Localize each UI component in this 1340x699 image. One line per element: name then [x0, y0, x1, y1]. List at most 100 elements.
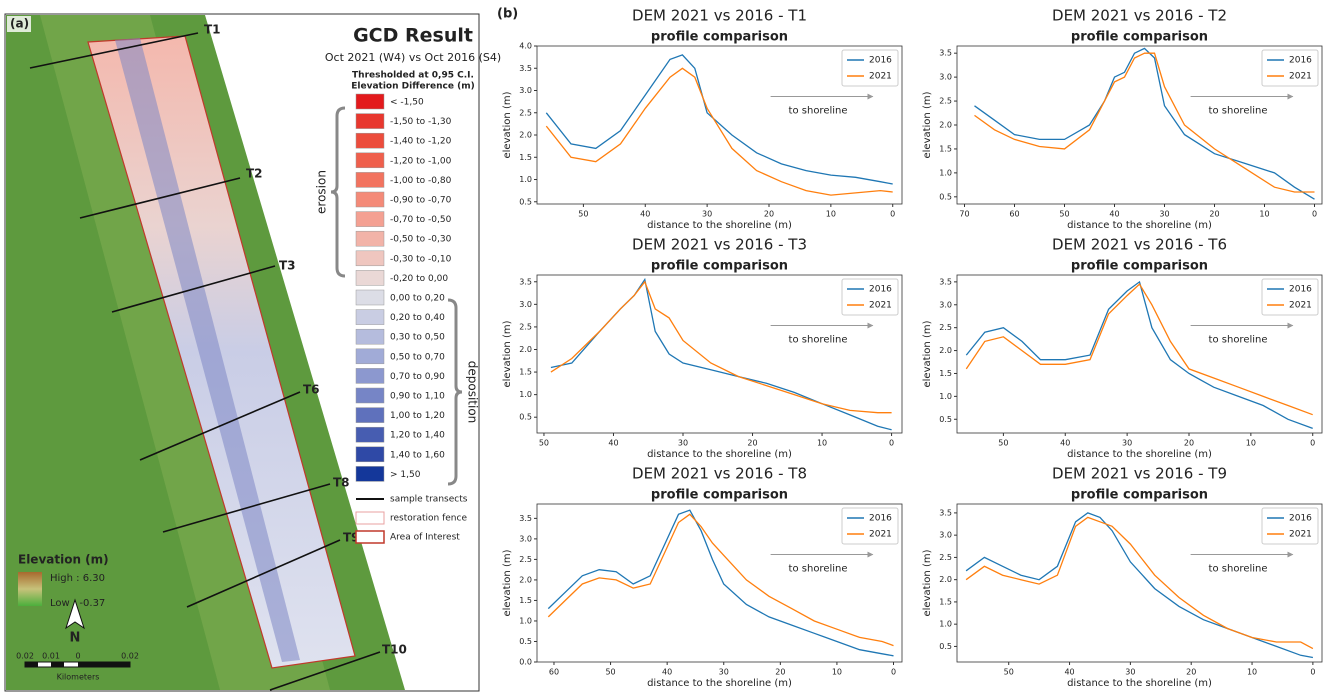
scale-label: 0.02: [121, 652, 139, 661]
x-tick-label: 40: [608, 439, 618, 448]
class-swatch: [356, 368, 384, 383]
scale-label: 0.02: [16, 652, 34, 661]
y-tick-label: 1.0: [939, 620, 952, 629]
y-tick-label: 2.0: [519, 575, 532, 584]
chart-title: DEM 2021 vs 2016 - T6: [1052, 236, 1227, 254]
y-tick-label: 4.0: [519, 42, 532, 51]
x-tick-label: 20: [764, 210, 774, 219]
y-axis-label: elevation (m): [502, 549, 513, 616]
x-tick-label: 0: [889, 439, 894, 448]
x-tick-label: 60: [549, 668, 559, 677]
chart-subtitle: profile comparison: [651, 488, 788, 503]
class-label: -1,50 to -1,30: [390, 117, 452, 127]
legend-label: 2016: [869, 285, 892, 295]
x-tick-label: 20: [1184, 439, 1194, 448]
x-tick-label: 20: [747, 439, 757, 448]
y-tick-label: 0.5: [519, 197, 532, 206]
y-tick-label: 2.5: [939, 97, 952, 106]
y-axis-label: elevation (m): [502, 91, 513, 158]
x-tick-label: 0: [1312, 210, 1317, 219]
y-tick-label: 1.5: [939, 144, 952, 153]
aoi-swatch: [356, 531, 384, 543]
panel-label: (b): [497, 7, 518, 22]
x-tick-label: 40: [1109, 210, 1119, 219]
annotation: to shoreline: [1209, 564, 1268, 575]
y-tick-label: 3.0: [519, 534, 532, 543]
legend-label: sample transects: [390, 495, 468, 505]
class-label: 1,20 to 1,40: [390, 431, 445, 441]
figure: T1 T2 T3 T6 T8 T9 T10 (a) GCD Result Oct…: [0, 0, 1340, 695]
annotation: to shoreline: [1209, 335, 1268, 346]
legend-label: 2021: [869, 530, 892, 540]
x-tick-label: 20: [775, 668, 785, 677]
transect-label: T10: [382, 643, 407, 657]
x-tick-label: 40: [662, 668, 672, 677]
y-tick-label: 1.5: [519, 596, 532, 605]
y-axis-label: elevation (m): [922, 91, 933, 158]
legend-label: restoration fence: [390, 514, 467, 524]
north-label: N: [70, 631, 81, 646]
legend-label: 2021: [1289, 72, 1312, 82]
scale-bar-segment: [51, 662, 64, 667]
x-axis-label: distance to the shoreline (m): [1067, 678, 1212, 689]
chart-title: DEM 2021 vs 2016 - T2: [1052, 7, 1227, 25]
charts: DEM 2021 vs 2016 - T1 profile comparison 0…: [502, 7, 1322, 690]
chart-title: DEM 2021 vs 2016 - T1: [632, 7, 807, 25]
x-tick-label: 10: [817, 439, 827, 448]
transect-label: T2: [246, 167, 263, 181]
y-tick-label: 3.5: [519, 514, 532, 523]
deposition-label: deposition: [466, 361, 480, 424]
x-tick-label: 50: [1004, 668, 1014, 677]
y-tick-label: 3.5: [519, 64, 532, 73]
y-tick-label: 1.0: [519, 390, 532, 399]
legend-label: Area of Interest: [390, 533, 460, 543]
x-tick-label: 40: [640, 210, 650, 219]
class-swatch: [356, 172, 384, 187]
legend-label: 2016: [869, 56, 892, 66]
class-label: > 1,50: [390, 470, 421, 480]
legend-label: 2021: [1289, 301, 1312, 311]
elevation-high: High : 6.30: [50, 573, 105, 584]
class-swatch: [356, 408, 384, 423]
legend-label: 2016: [1289, 514, 1312, 524]
class-label: 0,30 to 0,50: [390, 333, 445, 343]
annotation: to shoreline: [789, 106, 848, 117]
y-tick-label: 1.0: [519, 616, 532, 625]
x-tick-label: 20: [1186, 668, 1196, 677]
x-axis-label: distance to the shoreline (m): [647, 678, 792, 689]
x-tick-label: 30: [1122, 439, 1132, 448]
y-tick-label: 0.5: [939, 642, 952, 651]
class-label: 1,40 to 1,60: [390, 450, 445, 460]
fence-swatch: [356, 512, 384, 524]
y-tick-label: 1.5: [519, 153, 532, 162]
legend-title: GCD Result: [353, 25, 473, 47]
x-tick-label: 50: [605, 668, 615, 677]
y-tick-label: 2.5: [519, 322, 532, 331]
transect-label: T1: [204, 23, 221, 37]
class-label: 0,00 to 0,20: [390, 294, 445, 304]
class-label: -1,00 to -0,80: [390, 176, 452, 186]
x-axis-label: distance to the shoreline (m): [1067, 449, 1212, 460]
x-tick-label: 30: [719, 668, 729, 677]
class-label: -0,90 to -0,70: [390, 196, 452, 206]
legend-subtitle: Oct 2021 (W4) vs Oct 2016 (S4): [325, 51, 501, 64]
x-tick-label: 50: [998, 439, 1008, 448]
class-swatch: [356, 114, 384, 129]
y-tick-label: 0.5: [519, 637, 532, 646]
y-tick-label: 3.0: [519, 300, 532, 309]
x-axis-label: distance to the shoreline (m): [647, 220, 792, 231]
x-tick-label: 30: [702, 210, 712, 219]
chart-title: DEM 2021 vs 2016 - T3: [632, 236, 807, 254]
class-swatch: [356, 153, 384, 168]
classes-title: Elevation Difference (m): [351, 82, 474, 92]
class-swatch: [356, 290, 384, 305]
y-tick-label: 1.0: [519, 175, 532, 184]
erosion-label: erosion: [315, 170, 329, 214]
transect-label: T8: [333, 476, 350, 490]
y-tick-label: 1.5: [939, 597, 952, 606]
x-tick-label: 50: [578, 210, 588, 219]
x-tick-label: 10: [1247, 668, 1257, 677]
class-label: -0,50 to -0,30: [390, 235, 452, 245]
x-tick-label: 70: [959, 210, 969, 219]
y-tick-label: 3.5: [939, 49, 952, 58]
